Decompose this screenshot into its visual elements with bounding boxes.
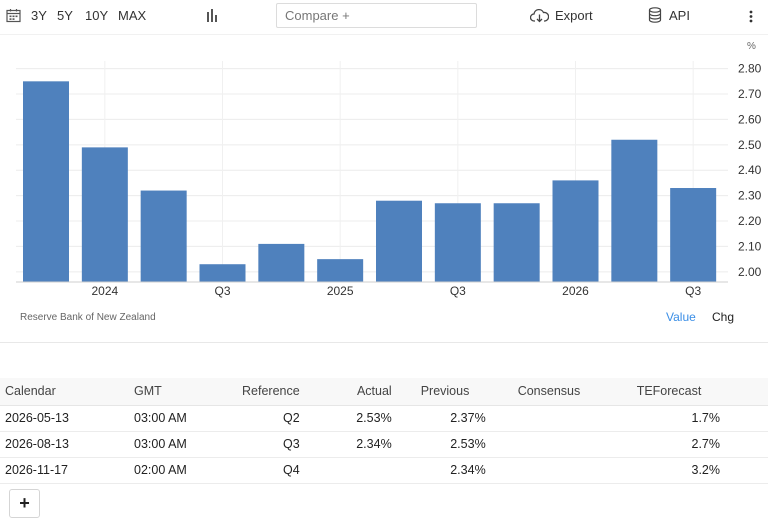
y-tick-label: 2.00 [738, 265, 762, 279]
value-toggle[interactable]: Value [666, 310, 696, 324]
x-tick-label: 2026 [562, 284, 589, 298]
bar[interactable] [23, 81, 69, 282]
x-tick-label: 2025 [327, 284, 354, 298]
reference-cell: Q4 [237, 457, 300, 484]
y-tick-label: 2.30 [738, 189, 762, 203]
table-row[interactable]: 2026-08-13 03:00 AM Q3 2.34% 2.53% 2.7% [0, 431, 768, 458]
reference-cell: Q3 [237, 431, 300, 458]
x-axis: 2024 Q3 2025 Q3 2026 Q3 [91, 284, 701, 298]
database-icon[interactable] [648, 7, 662, 28]
actual-header[interactable]: Actual [299, 378, 392, 406]
calendar-icon[interactable] [6, 8, 21, 28]
x-tick-label: 2024 [91, 284, 118, 298]
toolbar: 3Y 5Y 10Y MAX Export API [0, 0, 768, 34]
teforecast-cell: 1.7% [604, 405, 768, 432]
teforecast-header[interactable]: TEForecast [604, 378, 768, 406]
bar[interactable] [493, 203, 540, 282]
actual-cell: 2.34% [299, 431, 392, 458]
chg-toggle[interactable]: Chg [712, 310, 735, 324]
bar[interactable] [317, 259, 364, 282]
y-unit-label: % [747, 41, 756, 52]
actual-cell: 2.53% [299, 405, 392, 432]
previous-header[interactable]: Previous [391, 378, 486, 406]
bar[interactable] [199, 264, 246, 282]
api-button[interactable]: API [669, 8, 690, 23]
calendar-header-row: Calendar GMT Reference Actual Previous C… [0, 378, 768, 406]
bar[interactable] [434, 203, 481, 282]
date-cell: 2026-08-13 [0, 431, 129, 458]
y-tick-label: 2.80 [738, 62, 762, 76]
y-tick-label: 2.60 [738, 112, 762, 126]
bar[interactable] [81, 147, 128, 282]
range-10y-button[interactable]: 10Y [85, 8, 109, 23]
consensus-cell [485, 405, 605, 432]
gmt-cell: 03:00 AM [129, 405, 237, 432]
actual-cell [299, 457, 392, 484]
date-cell: 2026-11-17 [0, 457, 129, 484]
calendar-table: Calendar GMT Reference Actual Previous C… [0, 378, 768, 484]
calendar-header[interactable]: Calendar [0, 378, 129, 406]
add-row-button[interactable]: + [9, 489, 40, 518]
y-tick-label: 2.50 [738, 138, 762, 152]
compare-field[interactable] [276, 3, 477, 28]
export-button[interactable]: Export [555, 8, 593, 23]
chart-bars [16, 81, 728, 283]
range-max-button[interactable]: MAX [118, 8, 147, 23]
gmt-cell: 03:00 AM [129, 431, 237, 458]
table-row[interactable]: 2026-11-17 02:00 AM Q4 2.34% 3.2% [0, 457, 768, 484]
previous-cell: 2.34% [391, 457, 486, 484]
more-vertical-icon[interactable] [749, 10, 753, 28]
teforecast-cell: 2.7% [604, 431, 768, 458]
x-tick-label: Q3 [450, 284, 466, 298]
bar[interactable] [552, 180, 599, 282]
consensus-cell [485, 431, 605, 458]
gmt-header[interactable]: GMT [129, 378, 237, 406]
chart-type-icon[interactable] [206, 9, 220, 27]
x-tick-label: Q3 [685, 284, 701, 298]
previous-cell: 2.53% [391, 431, 486, 458]
reference-cell: Q2 [237, 405, 300, 432]
range-5y-button[interactable]: 5Y [57, 8, 73, 23]
gmt-cell: 02:00 AM [129, 457, 237, 484]
consensus-cell [485, 457, 605, 484]
y-tick-label: 2.10 [738, 239, 762, 253]
date-cell: 2026-05-13 [0, 405, 129, 432]
bar[interactable] [670, 188, 717, 282]
y-tick-label: 2.70 [738, 87, 762, 101]
source-label: Reserve Bank of New Zealand [20, 312, 156, 323]
y-tick-label: 2.20 [738, 214, 762, 228]
bar[interactable] [376, 200, 422, 282]
bar[interactable] [140, 190, 187, 282]
reference-header[interactable]: Reference [237, 378, 300, 406]
chart-card: 2.00 2.10 2.20 2.30 2.40 2.50 2.60 2.70 2.80 202… [0, 34, 768, 343]
chart-grid [16, 61, 728, 282]
teforecast-cell: 3.2% [604, 457, 768, 484]
bar-chart: 2.00 2.10 2.20 2.30 2.40 2.50 2.60 2.70 2.80 202… [16, 41, 762, 298]
bar[interactable] [611, 139, 658, 282]
range-3y-button[interactable]: 3Y [31, 8, 47, 23]
previous-cell: 2.37% [391, 405, 486, 432]
x-tick-label: Q3 [214, 284, 230, 298]
y-tick-label: 2.40 [738, 163, 762, 177]
consensus-header[interactable]: Consensus [485, 378, 605, 406]
bar[interactable] [258, 243, 305, 282]
cloud-download-icon[interactable] [529, 8, 550, 28]
table-row[interactable]: 2026-05-13 03:00 AM Q2 2.53% 2.37% 1.7% [0, 405, 768, 432]
compare-input[interactable] [277, 4, 476, 27]
y-axis: 2.00 2.10 2.20 2.30 2.40 2.50 2.60 2.70 2.80 [738, 62, 762, 279]
